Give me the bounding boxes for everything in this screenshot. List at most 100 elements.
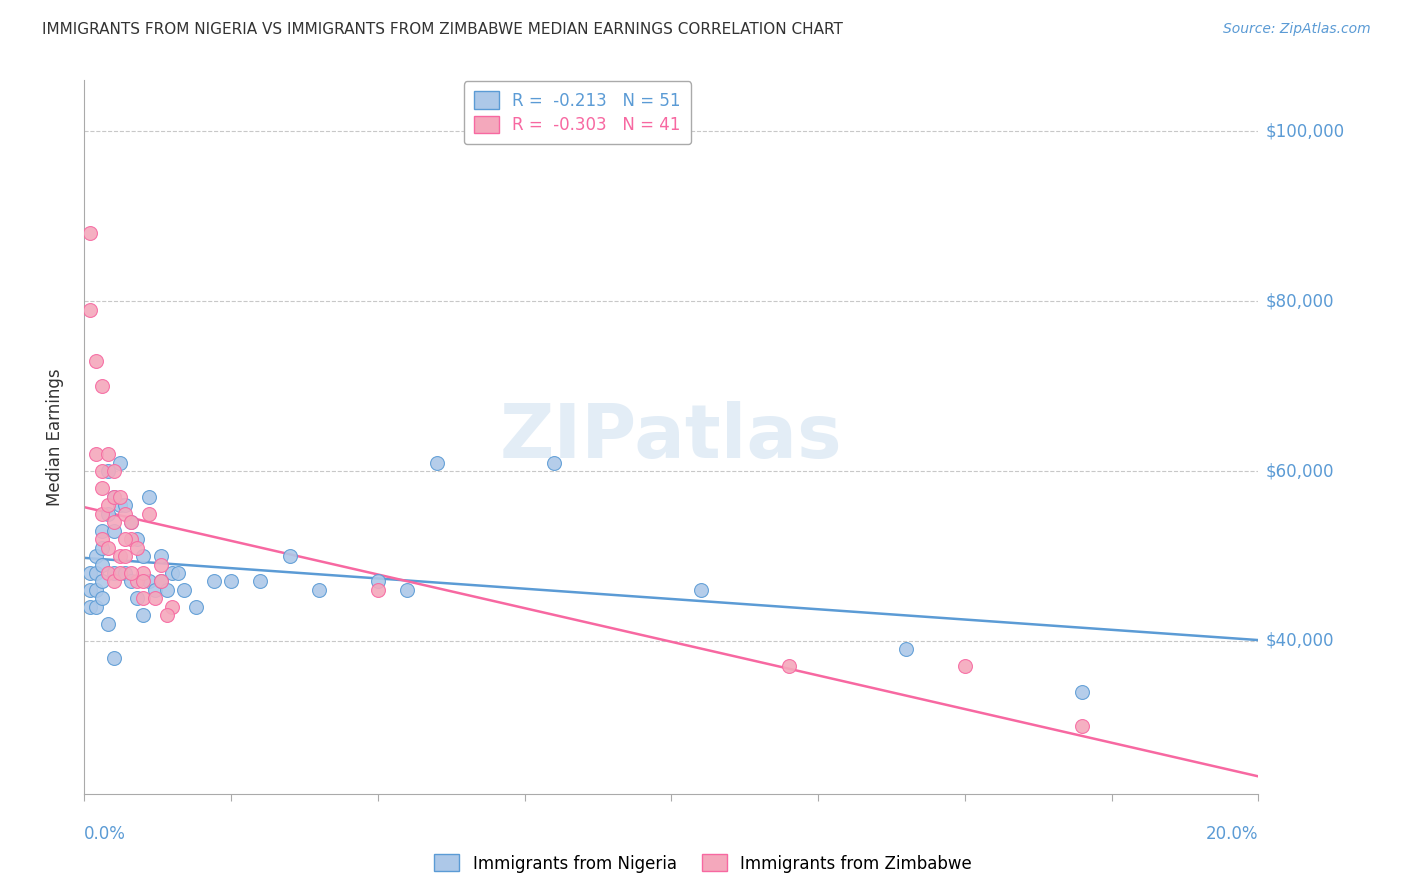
Point (103, 651, 125, 665)
Point (79, 599, 101, 614)
Point (103, 464, 125, 478)
Point (149, 574, 172, 589)
Point (202, 574, 225, 589)
Text: IMMIGRANTS FROM NIGERIA VS IMMIGRANTS FROM ZIMBABWE MEDIAN EARNINGS CORRELATION : IMMIGRANTS FROM NIGERIA VS IMMIGRANTS FR… (42, 22, 844, 37)
Point (120, 515, 142, 529)
Point (132, 549, 155, 563)
Point (1071, 719, 1094, 733)
Point (103, 566, 125, 580)
Point (127, 532, 149, 546)
Point (84, 353, 107, 368)
Point (132, 591, 155, 606)
Point (79, 226, 101, 240)
Point (114, 507, 136, 521)
Point (84, 447, 107, 461)
Point (396, 582, 419, 597)
Point (120, 566, 142, 580)
Point (249, 574, 271, 589)
Point (103, 490, 125, 504)
Point (97, 447, 120, 461)
Point (91, 541, 114, 555)
Text: 20.0%: 20.0% (1206, 825, 1258, 843)
Point (173, 582, 195, 597)
Point (689, 582, 711, 597)
Point (97, 507, 120, 521)
Point (84, 599, 107, 614)
Point (162, 599, 184, 614)
Point (132, 566, 155, 580)
Point (953, 659, 976, 673)
Point (103, 574, 125, 589)
Point (184, 599, 207, 614)
Legend: R =  -0.213   N = 51, R =  -0.303   N = 41: R = -0.213 N = 51, R = -0.303 N = 41 (464, 81, 690, 145)
Point (155, 608, 177, 623)
Point (97, 566, 120, 580)
Point (149, 574, 172, 589)
Y-axis label: Median Earnings: Median Earnings (45, 368, 63, 506)
Point (103, 524, 125, 538)
Point (114, 532, 136, 546)
Point (108, 566, 131, 580)
Text: ZIPatlas: ZIPatlas (501, 401, 842, 474)
Point (308, 582, 330, 597)
Point (108, 456, 131, 470)
Point (97, 464, 120, 478)
Point (91, 464, 114, 478)
Point (149, 549, 172, 563)
Point (97, 498, 120, 512)
Point (91, 379, 114, 393)
Point (778, 659, 800, 673)
Point (84, 566, 107, 580)
Point (162, 566, 184, 580)
Point (132, 608, 155, 623)
Point (896, 642, 918, 657)
Point (91, 524, 114, 538)
Point (79, 302, 101, 317)
Point (138, 507, 160, 521)
Point (219, 574, 242, 589)
Point (278, 549, 301, 563)
Point (114, 549, 136, 563)
Point (367, 582, 389, 597)
Point (120, 574, 142, 589)
Point (127, 541, 149, 555)
Point (426, 456, 449, 470)
Point (91, 574, 114, 589)
Point (84, 549, 107, 563)
Point (97, 617, 120, 632)
Point (103, 515, 125, 529)
Point (79, 566, 101, 580)
Text: 0.0%: 0.0% (84, 825, 127, 843)
Point (84, 582, 107, 597)
Point (108, 490, 131, 504)
Point (120, 515, 142, 529)
Point (143, 591, 166, 606)
Point (91, 591, 114, 606)
Point (138, 574, 160, 589)
Point (367, 574, 389, 589)
Text: Source: ZipAtlas.com: Source: ZipAtlas.com (1223, 22, 1371, 37)
Text: $100,000: $100,000 (1265, 122, 1344, 140)
Point (543, 456, 565, 470)
Point (127, 574, 149, 589)
Text: $80,000: $80,000 (1265, 293, 1334, 310)
Text: $40,000: $40,000 (1265, 632, 1334, 650)
Point (91, 558, 114, 572)
Point (167, 566, 190, 580)
Point (127, 591, 149, 606)
Point (1071, 685, 1094, 699)
Text: $60,000: $60,000 (1265, 462, 1334, 480)
Point (138, 490, 160, 504)
Point (132, 574, 155, 589)
Point (91, 507, 114, 521)
Point (103, 490, 125, 504)
Point (143, 582, 166, 597)
Point (79, 582, 101, 597)
Point (120, 532, 142, 546)
Point (91, 481, 114, 495)
Point (108, 549, 131, 563)
Point (91, 532, 114, 546)
Point (155, 582, 177, 597)
Point (108, 498, 131, 512)
Legend: Immigrants from Nigeria, Immigrants from Zimbabwe: Immigrants from Nigeria, Immigrants from… (427, 847, 979, 880)
